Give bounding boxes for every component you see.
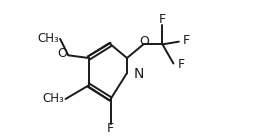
Text: CH₃: CH₃ xyxy=(38,32,59,45)
Text: F: F xyxy=(159,13,166,26)
Text: CH₃: CH₃ xyxy=(42,92,64,105)
Text: O: O xyxy=(139,35,149,48)
Text: F: F xyxy=(107,123,114,136)
Text: F: F xyxy=(183,34,190,47)
Text: N: N xyxy=(133,67,144,81)
Text: F: F xyxy=(178,58,185,71)
Text: O: O xyxy=(57,47,67,60)
